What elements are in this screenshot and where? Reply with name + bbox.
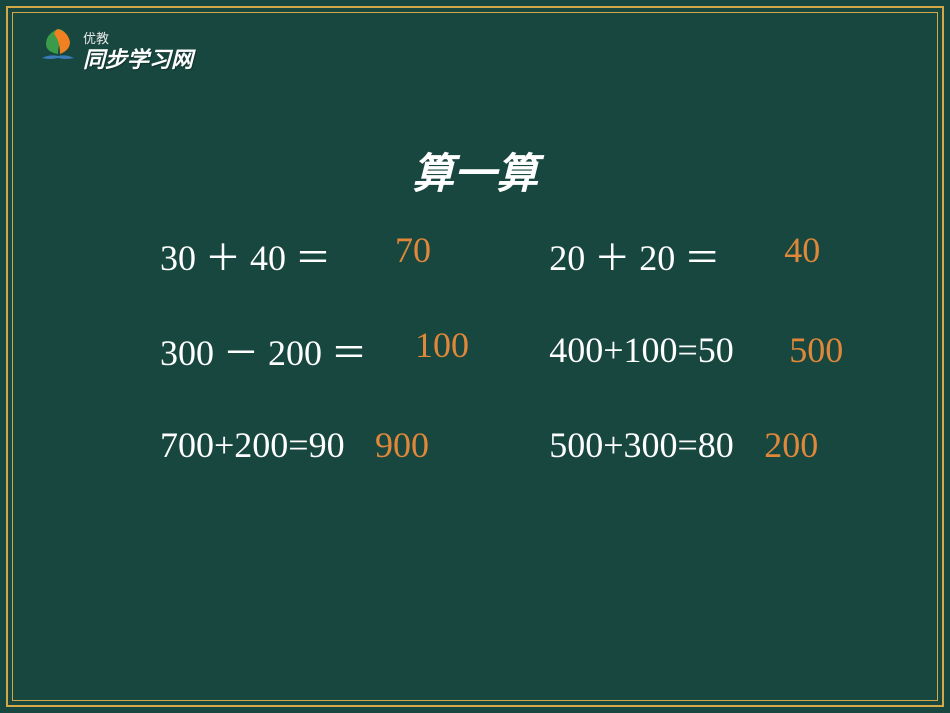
problem-r3c2: 500+300=80 200 bbox=[549, 424, 880, 466]
expr-r3c2: 500+300=80 bbox=[549, 425, 734, 465]
answer-r1c2: 40 bbox=[784, 229, 820, 271]
answer-r3c2: 200 bbox=[764, 424, 818, 466]
expr-r2c1: 300 － 200 ＝ bbox=[160, 333, 367, 373]
expr-r3c1: 700+200=90 bbox=[160, 425, 345, 465]
logo-area: 优教 同步学习网 bbox=[38, 26, 78, 66]
answer-r2c1: 100 bbox=[415, 324, 469, 366]
answer-r2c2: 500 bbox=[789, 329, 843, 371]
problem-row-3: 700+200=90 900 500+300=80 200 bbox=[160, 420, 880, 470]
answer-r3c1: 900 bbox=[375, 424, 429, 466]
problem-r3c1: 700+200=90 900 bbox=[160, 424, 549, 466]
slide-title: 算一算 bbox=[0, 140, 950, 201]
problem-r2c2: 400+100=50 500 bbox=[549, 329, 880, 371]
answer-r1c1: 70 bbox=[395, 229, 431, 271]
expr-r2c2: 400+100=50 bbox=[549, 330, 734, 370]
problem-r2c1: 300 － 200 ＝ 100 bbox=[160, 324, 549, 376]
logo-text-main: 同步学习网 bbox=[83, 42, 193, 74]
problem-row-2: 300 － 200 ＝ 100 400+100=50 500 bbox=[160, 325, 880, 375]
problems-area: 30 ＋ 40 ＝ 70 20 ＋ 20 ＝ 40 300 － 200 ＝ 10… bbox=[160, 230, 880, 515]
expr-r1c2: 20 ＋ 20 ＝ bbox=[549, 238, 720, 278]
problem-row-1: 30 ＋ 40 ＝ 70 20 ＋ 20 ＝ 40 bbox=[160, 230, 880, 280]
expr-r1c1: 30 ＋ 40 ＝ bbox=[160, 238, 331, 278]
problem-r1c1: 30 ＋ 40 ＝ 70 bbox=[160, 229, 549, 281]
logo-icon bbox=[38, 26, 78, 66]
problem-r1c2: 20 ＋ 20 ＝ 40 bbox=[549, 229, 880, 281]
